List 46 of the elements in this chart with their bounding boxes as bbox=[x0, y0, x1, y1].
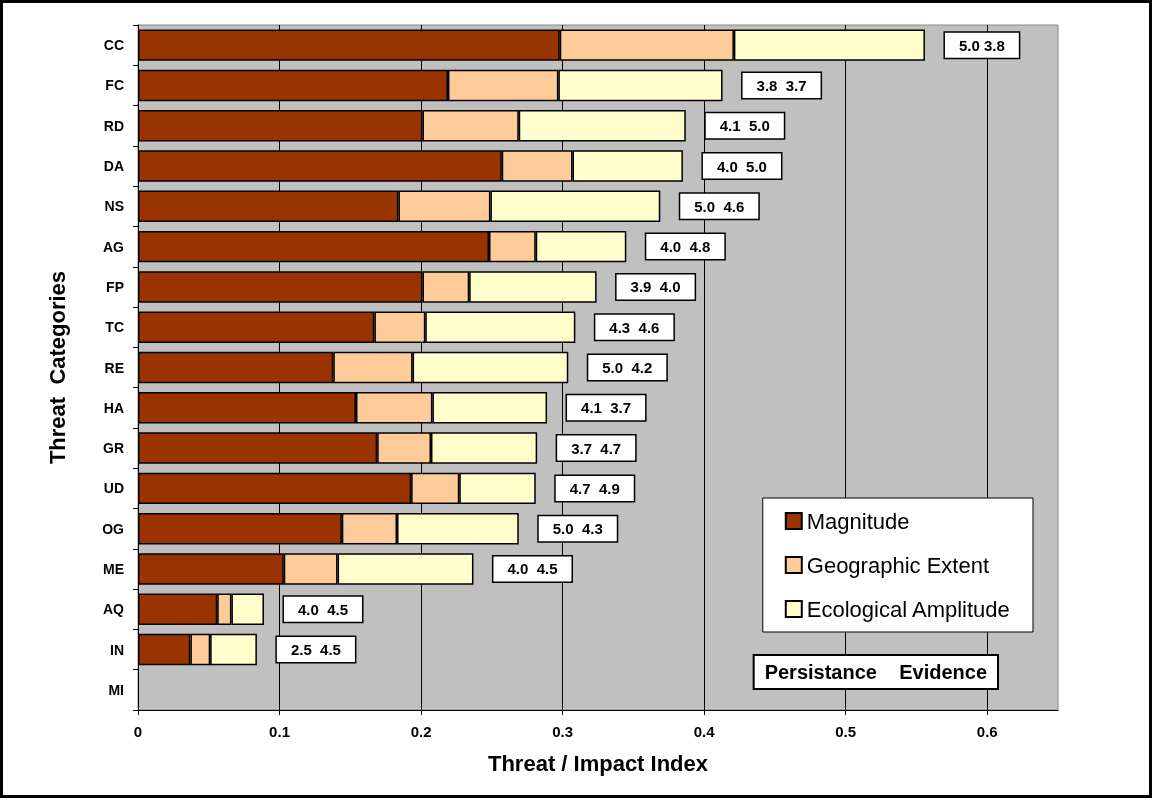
x-tick-label: 0.1 bbox=[269, 723, 290, 740]
annotation: 5.0 3.8 bbox=[958, 36, 1005, 54]
y-tick-label: FP bbox=[106, 278, 124, 295]
annotation: 3.8 3.7 bbox=[756, 76, 807, 94]
annotation: 4.7 4.9 bbox=[569, 479, 620, 497]
annotation: Persistance Evidence bbox=[764, 661, 987, 683]
x-tick-label: 0.2 bbox=[410, 723, 432, 740]
y-tick-label: RE bbox=[104, 359, 124, 376]
legend-label: Ecological Amplitude bbox=[806, 596, 1010, 622]
annotation: 2.5 4.5 bbox=[290, 641, 341, 659]
annotation: 4.0 4.8 bbox=[660, 238, 711, 256]
y-axis-title: Threat Categories bbox=[44, 270, 70, 465]
annotation: 4.0 5.0 bbox=[716, 157, 767, 175]
y-tick-label: AQ bbox=[103, 601, 125, 618]
y-tick-label: DA bbox=[103, 158, 124, 175]
x-tick-label: 0.6 bbox=[976, 723, 998, 740]
annotation: 5.0 4.3 bbox=[552, 520, 603, 538]
y-tick-label: CC bbox=[103, 37, 124, 54]
y-tick-label: GR bbox=[103, 440, 124, 457]
annotation: 5.0 4.6 bbox=[694, 197, 745, 215]
y-tick-label: TC bbox=[105, 319, 124, 336]
y-tick-label: FC bbox=[105, 77, 124, 94]
x-axis-title: Threat / Impact Index bbox=[487, 750, 709, 776]
y-tick-label: MI bbox=[108, 681, 124, 698]
y-tick-label: HA bbox=[103, 399, 124, 416]
annotation: 4.1 3.7 bbox=[581, 399, 632, 417]
x-tick-label: 0 bbox=[133, 723, 143, 740]
y-tick-label: IN bbox=[110, 641, 124, 658]
y-tick-label: AG bbox=[103, 238, 125, 255]
y-tick-label: NS bbox=[104, 198, 124, 215]
y-tick-label: ME bbox=[103, 560, 124, 577]
annotation: 4.1 5.0 bbox=[719, 117, 770, 135]
y-tick-label: RD bbox=[103, 117, 124, 134]
annotation: 3.7 4.7 bbox=[571, 439, 622, 457]
legend-label: Magnitude bbox=[806, 508, 910, 534]
x-tick-label: 0.5 bbox=[835, 723, 857, 740]
annotation: 3.9 4.0 bbox=[630, 278, 681, 296]
annotation: 4.0 4.5 bbox=[507, 560, 558, 578]
x-tick-label: 0.3 bbox=[552, 723, 574, 740]
legend-label: Geographic Extent bbox=[806, 552, 990, 578]
x-tick-label: 0.4 bbox=[693, 723, 716, 740]
annotation: 4.0 4.5 bbox=[297, 600, 349, 618]
y-tick-label: OG bbox=[102, 520, 125, 537]
y-tick-label: UD bbox=[103, 480, 124, 497]
annotation: 5.0 4.2 bbox=[602, 359, 653, 376]
annotation: 4.3 4.6 bbox=[609, 318, 660, 336]
